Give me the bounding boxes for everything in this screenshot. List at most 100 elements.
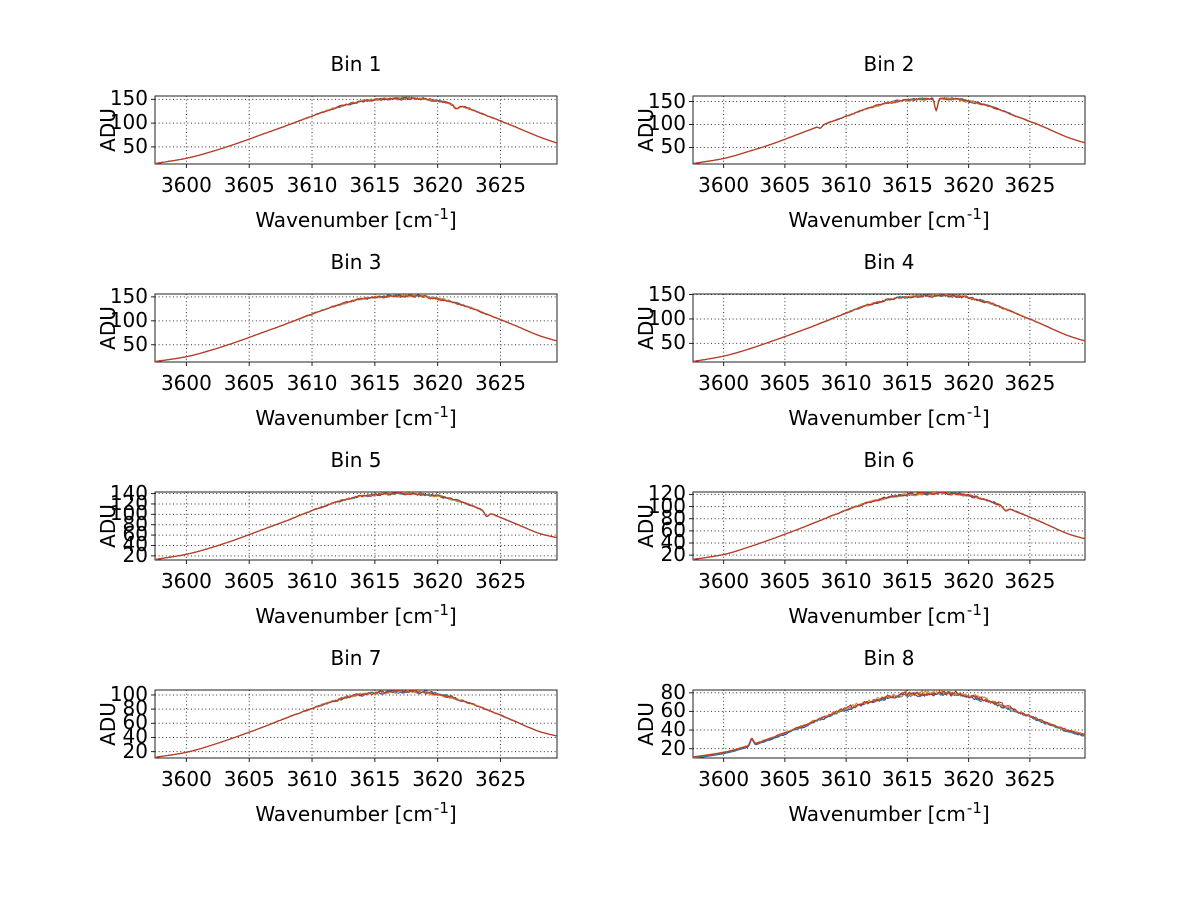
plot-title: Bin 2: [863, 52, 915, 76]
x-tick-label: 3605: [223, 569, 275, 593]
y-tick-label: 120: [647, 481, 686, 506]
x-tick-label: 3600: [160, 767, 212, 791]
y-tick-label: 60: [660, 517, 686, 542]
x-axis-label: Wavenumber [cm-1]: [155, 403, 557, 430]
x-tick-label: 3615: [881, 371, 933, 395]
x-axis-label-text: Wavenumber [cm: [788, 208, 966, 232]
x-tick-label: 3600: [160, 173, 212, 197]
x-axis-label-superscript: -1: [433, 799, 449, 817]
x-axis-label-text: Wavenumber [cm: [255, 208, 433, 232]
x-axis-label-bracket: ]: [448, 802, 457, 826]
x-tick-label: 3610: [286, 767, 338, 791]
x-tick-label: 3605: [223, 767, 275, 791]
plot-title: Bin 7: [330, 646, 382, 670]
x-axis-label: Wavenumber [cm-1]: [155, 205, 557, 232]
x-tick-label: 3620: [412, 371, 464, 395]
x-axis-label-superscript: -1: [966, 799, 982, 817]
plot-title: Bin 1: [330, 52, 382, 76]
y-tick-label: 20: [660, 542, 686, 567]
y-tick-label: 40: [660, 530, 686, 554]
x-tick-label: 3620: [412, 173, 464, 197]
plot-area: [689, 95, 1086, 168]
x-tick-label: 3620: [943, 173, 995, 197]
x-tick-label: 3620: [943, 371, 995, 395]
plot-area: [151, 689, 558, 762]
x-axis-label-bracket: ]: [448, 208, 457, 232]
subplot-bin-1: Bin 1 ADU 50 100 150 3600 3605 3610 3615 3620 3…: [96, 52, 558, 232]
plot-area: [689, 491, 1086, 564]
plot-title: Bin 5: [330, 448, 382, 472]
plot-title: Bin 3: [330, 250, 382, 274]
plot-area: [151, 491, 558, 564]
x-axis-label: Wavenumber [cm-1]: [693, 403, 1085, 430]
x-axis-label-bracket: ]: [448, 406, 457, 430]
subplot-bin-5: Bin 5 ADU 20 40 60 80 100 120 140 3600 3605 3610…: [96, 448, 558, 628]
x-axis-label-text: Wavenumber [cm: [788, 604, 966, 628]
x-axis-label-superscript: -1: [433, 601, 449, 619]
y-tick-label: 50: [660, 134, 686, 159]
x-axis-label-bracket: ]: [981, 208, 990, 232]
x-axis-label: Wavenumber [cm-1]: [155, 601, 557, 628]
x-tick-label: 3625: [1004, 569, 1056, 593]
x-tick-label: 3600: [698, 569, 750, 593]
x-tick-label: 3620: [412, 569, 464, 593]
y-tick-label: 40: [660, 717, 686, 742]
x-axis-label-bracket: ]: [448, 604, 457, 628]
x-tick-label: 3625: [475, 569, 526, 593]
y-tick-label: 100: [109, 501, 148, 526]
y-tick-label: 50: [660, 330, 686, 355]
x-tick-label: 3610: [820, 767, 872, 791]
x-tick-label: 3605: [223, 173, 275, 197]
y-tick-label: 80: [122, 511, 148, 536]
x-tick-label: 3625: [475, 173, 526, 197]
y-tick-label: 80: [122, 696, 148, 721]
x-tick-label: 3620: [943, 767, 995, 791]
x-tick-label: 3610: [286, 371, 338, 395]
x-tick-label: 3610: [286, 173, 338, 197]
x-axis-label-text: Wavenumber [cm: [255, 604, 433, 628]
x-tick-label: 3615: [349, 173, 401, 197]
y-tick-label: 100: [109, 307, 148, 332]
y-tick-label: 80: [660, 679, 686, 704]
plot-title: Bin 4: [863, 250, 915, 274]
x-tick-label: 3620: [412, 767, 464, 791]
x-axis-label: Wavenumber [cm-1]: [693, 601, 1085, 628]
y-tick-label: 150: [647, 88, 686, 113]
x-tick-label: 3615: [349, 371, 401, 395]
y-tick-label: 50: [122, 331, 148, 356]
y-tick-label: 100: [647, 111, 686, 136]
x-tick-label: 3605: [223, 371, 275, 395]
y-tick-label: 150: [109, 283, 148, 308]
y-tick-label: 80: [660, 505, 686, 530]
x-axis-label: Wavenumber [cm-1]: [155, 799, 557, 826]
x-tick-label: 3615: [881, 767, 933, 791]
x-tick-label: 3605: [759, 173, 811, 197]
x-tick-label: 3615: [881, 173, 933, 197]
subplot-bin-4: Bin 4 ADU 50 100 150 3600 3605 3610 3615 3620 3…: [634, 250, 1086, 430]
x-axis-label-superscript: -1: [966, 403, 982, 421]
x-axis-label-bracket: ]: [981, 406, 990, 430]
y-tick-label: 20: [122, 738, 148, 763]
x-tick-label: 3610: [820, 371, 872, 395]
x-tick-label: 3615: [881, 569, 933, 593]
x-tick-label: 3615: [349, 767, 401, 791]
x-tick-label: 3625: [475, 767, 526, 791]
y-tick-label: 150: [109, 86, 148, 111]
x-tick-label: 3600: [160, 371, 212, 395]
y-tick-label: 20: [122, 542, 148, 567]
x-tick-label: 3625: [1004, 371, 1056, 395]
y-tick-label: 60: [660, 698, 686, 723]
subplot-bin-6: Bin 6 ADU 20 40 60 80 100 120 3600 3605 3610 361…: [634, 448, 1086, 628]
y-tick-label: 60: [122, 710, 148, 735]
x-axis-label-text: Wavenumber [cm: [255, 802, 433, 826]
y-tick-label: 100: [109, 110, 148, 135]
y-tick-label: 60: [122, 522, 148, 547]
x-tick-label: 3600: [160, 569, 212, 593]
plot-area: [151, 293, 558, 366]
plot-title: Bin 8: [863, 646, 915, 670]
y-tick-label: 20: [660, 735, 686, 760]
x-tick-label: 3610: [820, 173, 872, 197]
x-tick-label: 3625: [1004, 767, 1056, 791]
plot-title: Bin 6: [863, 448, 915, 472]
